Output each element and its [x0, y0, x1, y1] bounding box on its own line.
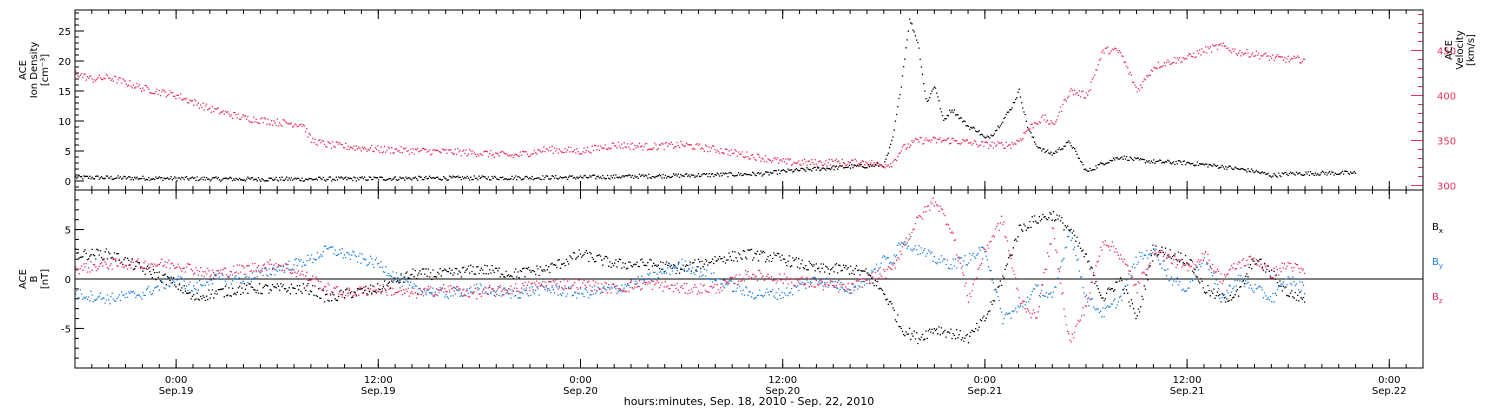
series-bx: [75, 211, 1306, 345]
series-bz: [75, 197, 1306, 343]
x-axis-title: hours:minutes, Sep. 18, 2010 - Sep. 22, …: [624, 395, 875, 408]
date-tick-label: Sep.19: [159, 386, 194, 397]
field-tick-label: 0: [65, 275, 71, 286]
density-tick-label: 25: [58, 27, 71, 38]
density-axis-title-line: [cm⁻³]: [40, 54, 51, 86]
density-tick-label: 5: [65, 147, 71, 158]
time-tick-label: 12:00: [768, 375, 797, 386]
ion-density-series: [75, 18, 1357, 182]
legend-subscript: z: [1439, 297, 1443, 305]
date-tick-label: Sep.22: [1372, 386, 1407, 397]
top-panel-frame: [74, 9, 1424, 191]
time-axis: 0:00Sep.1912:00Sep.190:00Sep.2012:00Sep.…: [74, 10, 1424, 397]
velocity-series: [75, 42, 1306, 169]
velocity-axis-title-line: ACE: [1444, 40, 1455, 60]
legend-Bz: Bz: [1432, 292, 1443, 305]
field-tick-label: 5: [65, 226, 71, 237]
legend-subscript: x: [1439, 227, 1443, 235]
time-tick-label: 0:00: [569, 375, 591, 386]
density-tick-label: 0: [65, 177, 71, 188]
density-axis-title-line: ACE: [18, 60, 29, 80]
velocity-tick-label: 350: [1437, 137, 1456, 148]
density-tick-label: 15: [58, 87, 71, 98]
legend-By: By: [1432, 257, 1443, 270]
velocity-axis-title: ACE Velocity [km/s]: [1444, 30, 1477, 69]
time-tick-label: 0:00: [974, 375, 996, 386]
velocity-tick-label: 450: [1437, 47, 1456, 58]
velocity-axis-title-line: Velocity: [1455, 30, 1466, 69]
field-axis-title: ACE B [nT]: [18, 269, 51, 289]
date-tick-label: Sep.20: [765, 386, 800, 397]
series-by: [75, 231, 1306, 325]
density-axis-title: ACE Ion Density [cm⁻³]: [18, 42, 51, 99]
legend-Bx: Bx: [1432, 222, 1443, 235]
field-axis-title-line: [nT]: [40, 269, 51, 289]
time-tick-label: 12:00: [364, 375, 393, 386]
time-tick-label: 12:00: [1173, 375, 1202, 386]
density-tick-label: 20: [58, 57, 71, 68]
legend-subscript: y: [1439, 262, 1443, 270]
time-tick-label: 0:00: [165, 375, 187, 386]
date-tick-label: Sep.20: [563, 386, 598, 397]
time-tick-label: 0:00: [1378, 375, 1400, 386]
field-axis-title-line: ACE: [18, 269, 29, 289]
density-axis-title-line: Ion Density: [29, 42, 40, 99]
date-tick-label: Sep.19: [361, 386, 396, 397]
velocity-axis-title-line: [km/s]: [1466, 34, 1477, 66]
velocity-tick-label: 400: [1437, 92, 1456, 103]
field-axis-title-line: B: [29, 275, 40, 282]
velocity-tick-label: 300: [1437, 182, 1456, 193]
date-tick-label: Sep.21: [1170, 386, 1205, 397]
date-tick-label: Sep.21: [968, 386, 1003, 397]
density-tick-label: 10: [58, 117, 71, 128]
field-tick-label: -5: [61, 324, 71, 335]
